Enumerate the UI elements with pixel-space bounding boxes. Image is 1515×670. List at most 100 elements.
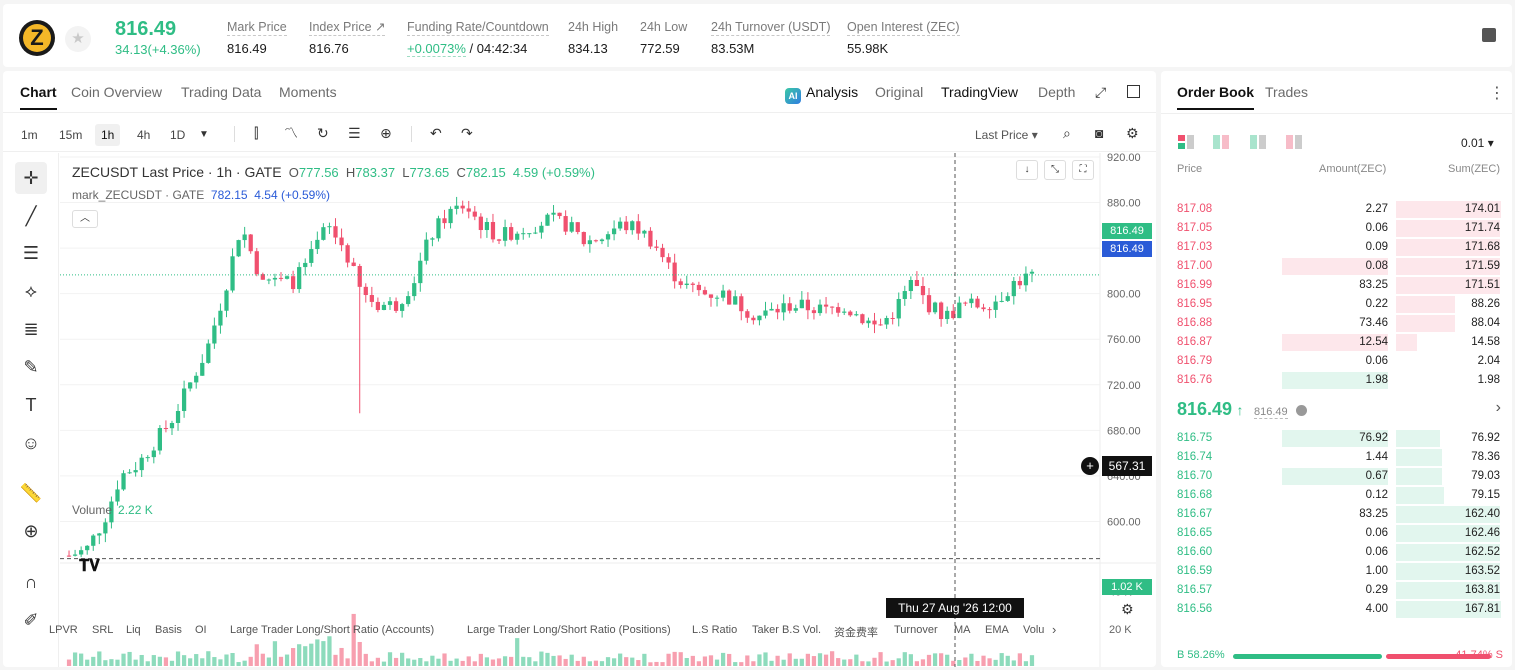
indicator-srl[interactable]: SRL [92,624,114,636]
magnet-icon[interactable]: ∩ [24,572,38,592]
bid-amount: 0.06 [1365,546,1388,558]
indicator-ls-ratio[interactable]: L.S Ratio [692,624,738,636]
redo-icon[interactable]: ↷ [461,125,473,141]
zoom-in-icon[interactable]: ⊕ [23,521,39,541]
ask-row[interactable]: 817.08 2.27 174.01 [1161,200,1512,219]
indicator-turnover[interactable]: Turnover [894,624,938,636]
tab-tradingview[interactable]: TradingView [941,84,1019,100]
settings-gear-icon[interactable]: ⚙ [1126,125,1139,141]
collapse-legend-button[interactable]: ︿ [72,210,98,228]
pattern-icon[interactable]: ⟡ [25,281,37,301]
tradingview-logo: 𝐓𝐕 [79,558,100,575]
ask-row[interactable]: 817.03 0.09 171.68 [1161,238,1512,257]
indicator-lpvr[interactable]: LPVR [49,624,78,636]
collapse-pane-icon[interactable]: ⤡ [1044,160,1066,180]
indicator-volume[interactable]: Volu [1023,624,1045,636]
camera-icon[interactable]: ◙ [1095,125,1104,141]
scroll-down-icon[interactable]: ↓ [1016,160,1038,180]
fib-icon[interactable]: ≣ [23,319,39,339]
indicator-liq[interactable]: Liq [126,624,141,636]
expand-icon[interactable]: ⤢ [1095,84,1107,100]
stat-index-price[interactable]: Index Price ↗ 816.76 [309,20,386,56]
ruler-icon[interactable]: 📏 [19,483,43,503]
interval-1h[interactable]: 1h [95,124,121,146]
trendline-icon[interactable]: ╱ [25,206,37,226]
bid-row[interactable]: 816.70 0.67 79.03 [1161,467,1512,486]
bid-row[interactable]: 816.60 0.06 162.52 [1161,543,1512,562]
ask-row[interactable]: 817.05 0.06 171.74 [1161,219,1512,238]
compare-icon[interactable]: ↻ [317,125,329,141]
book-icon[interactable] [1482,28,1496,42]
candlestick-chart[interactable]: 920.00880.00840.00800.00760.00720.00680.… [60,153,1156,667]
layout-asks-icon[interactable] [1286,135,1304,149]
interval-1m[interactable]: 1m [21,128,38,142]
ask-row[interactable]: 817.00 0.08 171.59 [1161,257,1512,276]
ask-row[interactable]: 816.76 1.98 1.98 [1161,371,1512,390]
crosshair-icon[interactable]: ✛ [15,162,47,194]
layout-bids-icon[interactable] [1250,135,1268,149]
pencil-lock-icon[interactable]: ✐ [23,610,39,630]
indicator-ls-accounts[interactable]: Large Trader Long/Short Ratio (Accounts) [230,624,435,636]
maximize-pane-icon[interactable]: ⛶ [1072,160,1094,180]
bid-row[interactable]: 816.75 76.92 76.92 [1161,429,1512,448]
tab-order-book[interactable]: Order Book [1177,84,1255,110]
bid-row[interactable]: 816.68 0.12 79.15 [1161,486,1512,505]
add-alert-icon[interactable]: + [1081,457,1099,475]
price-source-select[interactable]: Last Price ▾ [975,128,1038,142]
emoji-icon[interactable]: ☺ [21,433,41,453]
search-icon[interactable]: ⌕ [1063,125,1071,141]
ask-amount: 73.46 [1359,317,1388,329]
layout-both-icon[interactable] [1178,135,1196,149]
interval-4h[interactable]: 4h [137,128,151,142]
settings-circle-icon[interactable]: ⚙ [1121,601,1134,617]
interval-1d[interactable]: 1D [170,128,186,142]
indicator-basis[interactable]: Basis [155,624,182,636]
window-icon[interactable] [1127,85,1140,98]
indicator-funding[interactable]: 资金费率 [834,627,878,639]
more-vertical-icon[interactable]: ⋮ [1489,85,1505,102]
brush-icon[interactable]: ✎ [23,357,39,377]
candle-body [896,298,901,319]
tab-analysis[interactable]: AI Analysis [785,84,858,104]
ask-row[interactable]: 816.87 12.54 14.58 [1161,333,1512,352]
indicator-ema[interactable]: EMA [985,624,1009,636]
candle-body [551,212,556,215]
indicator-ma[interactable]: MA [954,624,971,636]
indicator-oi[interactable]: OI [195,624,207,636]
interval-15m[interactable]: 15m [59,128,83,142]
candle-type-icon[interactable]: ⫿ [254,125,259,141]
chevron-right-icon[interactable]: › [1495,399,1501,416]
templates-icon[interactable]: ☰ [348,125,361,141]
text-icon[interactable]: T [25,395,37,415]
tab-moments[interactable]: Moments [279,84,337,100]
ask-row[interactable]: 816.79 0.06 2.04 [1161,352,1512,371]
bid-row[interactable]: 816.74 1.44 78.36 [1161,448,1512,467]
tab-trading-data[interactable]: Trading Data [181,84,262,100]
precision-select[interactable]: 0.01 ▾ [1461,136,1494,150]
layout-split-icon[interactable] [1213,135,1231,149]
tab-original[interactable]: Original [875,84,924,100]
tab-trades[interactable]: Trades [1265,84,1309,100]
ask-row[interactable]: 816.95 0.22 88.26 [1161,295,1512,314]
interval-dropdown-icon[interactable]: ▼ [199,129,209,140]
indicator-taker-vol[interactable]: Taker B.S Vol. [752,624,822,636]
tab-coin-overview[interactable]: Coin Overview [71,84,163,100]
bid-row[interactable]: 816.57 0.29 163.81 [1161,581,1512,600]
alert-add-icon[interactable]: ⊕ [380,125,392,141]
favorite-star-icon[interactable]: ★ [65,26,91,52]
chevron-right-icon[interactable]: › [1052,622,1057,637]
undo-icon[interactable]: ↶ [430,125,442,141]
ask-row[interactable]: 816.99 83.25 171.51 [1161,276,1512,295]
bid-row[interactable]: 816.65 0.06 162.46 [1161,524,1512,543]
candle-body [727,290,732,305]
bid-row[interactable]: 816.59 1.00 163.52 [1161,562,1512,581]
stat-24h-high: 24h High 834.13 [568,20,619,56]
bid-row[interactable]: 816.67 83.25 162.40 [1161,505,1512,524]
indicator-ls-positions[interactable]: Large Trader Long/Short Ratio (Positions… [467,624,671,636]
bid-row[interactable]: 816.56 4.00 167.81 [1161,600,1512,619]
ask-row[interactable]: 816.88 73.46 88.04 [1161,314,1512,333]
tab-chart[interactable]: Chart [20,84,57,110]
horizontal-lines-icon[interactable]: ☰ [22,243,40,263]
indicators-icon[interactable]: 〽 [284,125,298,141]
tab-depth[interactable]: Depth [1038,84,1076,100]
